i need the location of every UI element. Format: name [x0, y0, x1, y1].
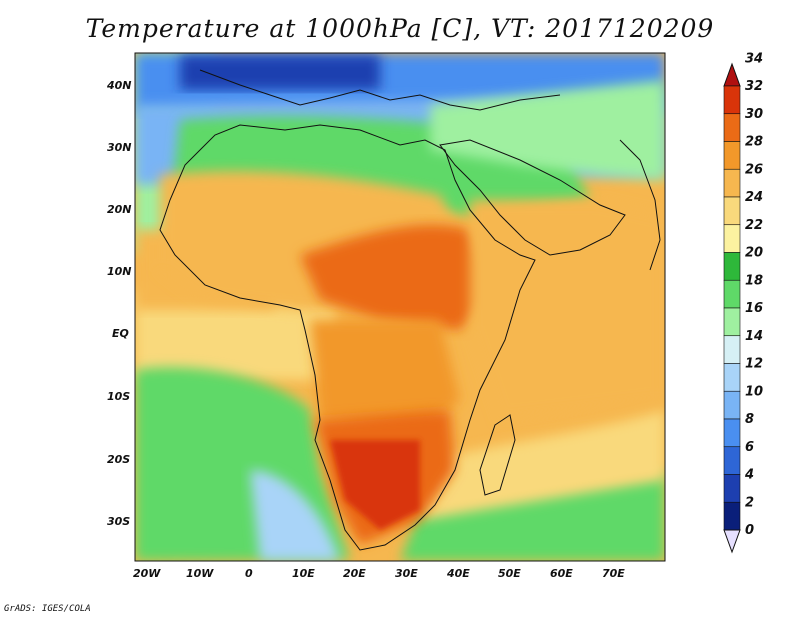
lon-tick-label: 20E	[343, 567, 366, 580]
kalahari-hot-field	[330, 440, 420, 530]
colorbar-swatch	[723, 224, 741, 253]
south-atlantic-cool-field	[250, 470, 340, 561]
colorbar-label: 30	[745, 107, 763, 122]
mid-indian-field	[420, 410, 665, 520]
lon-tick-label: 50E	[498, 567, 521, 580]
colorbar-label: 6	[745, 440, 754, 455]
central-africa-field	[310, 320, 460, 430]
colorbar-label: 18	[745, 273, 763, 288]
temperature-field	[135, 53, 665, 561]
arabia-green-field	[430, 80, 665, 180]
colorbar-label: 34	[745, 51, 763, 66]
lon-tick-label: 70E	[602, 567, 625, 580]
lat-tick-label: 10S	[107, 390, 130, 403]
colorbar-swatch	[723, 390, 741, 420]
arabia-coastline	[439, 139, 626, 256]
credit-text: GrADS: IGES/COLA	[4, 604, 91, 614]
southern-indian-cool-field	[400, 470, 665, 561]
colorbar-swatch	[723, 335, 741, 364]
colorbar-swatch	[723, 196, 741, 226]
lon-tick-label: 0	[245, 567, 253, 580]
colorbar-label: 12	[745, 357, 763, 372]
chart-title: Temperature at 1000hPa [C], VT: 20171202…	[85, 14, 715, 43]
colorbar-label: 8	[745, 412, 754, 427]
lat-tick-label: 40N	[106, 79, 132, 92]
colorbar-label: 20	[745, 246, 763, 261]
colorbar-high-triangle	[723, 62, 741, 87]
colorbar-label: 28	[745, 135, 763, 150]
madagascar-coastline	[479, 414, 516, 496]
colorbar-swatch	[723, 279, 741, 309]
colorbar-low-triangle	[723, 529, 741, 554]
lat-tick-label: EQ	[112, 327, 129, 340]
lat-tick-label: 30S	[107, 515, 130, 528]
colorbar-label: 24	[745, 190, 763, 205]
india-coastline	[619, 139, 661, 271]
longitude-axis: 20W 10W 0 10E 20E 30E 40E 50E 60E 70E	[133, 567, 625, 580]
colorbar-swatch	[723, 501, 741, 531]
colorbar-label: 2	[745, 495, 754, 510]
latitude-axis: 40N 30N 20N 10N EQ 10S 20S 30S	[106, 79, 132, 528]
colorbar-swatch	[723, 446, 741, 475]
lat-tick-label: 20S	[107, 453, 130, 466]
europe-coastline	[199, 69, 561, 111]
colorbar-label: 16	[745, 301, 763, 316]
colorbar-swatch	[723, 418, 741, 448]
coastlines	[159, 69, 661, 551]
colorbar-label: 10	[745, 384, 763, 399]
colorbar-swatch	[723, 363, 741, 392]
lat-tick-label: 30N	[107, 141, 132, 154]
lat-tick-label: 10N	[107, 265, 132, 278]
arabia-warm-field	[470, 200, 665, 420]
colorbar-swatch	[723, 85, 741, 115]
colorbar-label: 32	[745, 79, 763, 94]
colorbar-swatch	[723, 141, 741, 170]
colorbar-label: 4	[744, 468, 754, 483]
lat-tick-label: 20N	[107, 203, 132, 216]
lon-tick-label: 10E	[292, 567, 315, 580]
lon-tick-label: 40E	[446, 567, 470, 580]
plot-frame	[134, 52, 666, 562]
colorbar-swatch	[723, 252, 741, 281]
colorbar-label: 0	[745, 523, 754, 538]
lon-tick-label: 10W	[186, 567, 214, 580]
colorbar-swatch	[723, 307, 741, 337]
colorbar-label: 14	[745, 329, 763, 344]
colorbar-label: 22	[745, 218, 763, 233]
colorbar-swatch	[723, 474, 741, 503]
africa-coastline	[159, 124, 536, 551]
colorbar-swatch	[723, 113, 741, 142]
lon-tick-label: 20W	[133, 567, 161, 580]
colorbar-label: 26	[745, 162, 763, 177]
lon-tick-label: 30E	[395, 567, 418, 580]
colorbar-swatch	[723, 168, 741, 198]
lon-tick-label: 60E	[550, 567, 573, 580]
europe-cold-field	[180, 55, 380, 90]
sahel-hot-field	[300, 224, 495, 330]
